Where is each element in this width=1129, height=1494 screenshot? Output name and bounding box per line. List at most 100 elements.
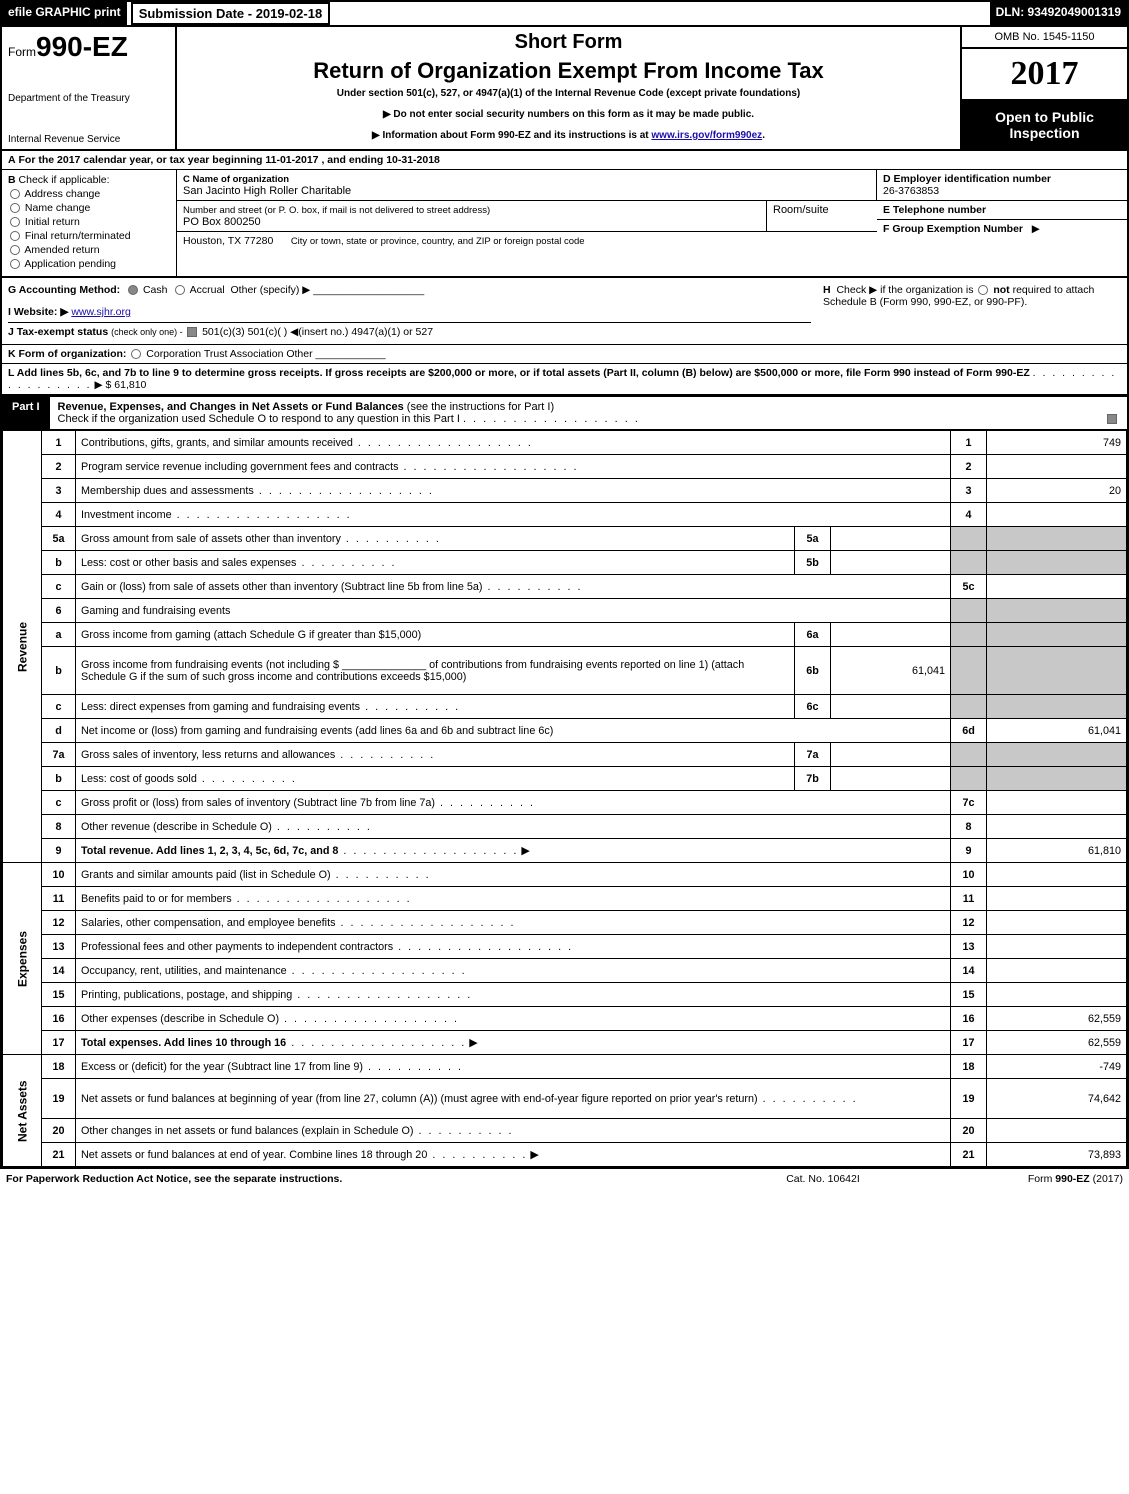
radio-icon[interactable] [131,349,141,359]
omb-number: OMB No. 1545-1150 [962,27,1127,49]
info-post: . [762,130,765,141]
line-desc: Net assets or fund balances at end of ye… [76,1143,951,1167]
j-label: J Tax-exempt status [8,326,108,338]
chk-amended-return[interactable]: Amended return [8,244,170,256]
line-num: c [42,575,76,599]
section-def: D Employer identification number 26-3763… [877,170,1127,276]
line-desc: Program service revenue including govern… [76,455,951,479]
radio-accrual-icon[interactable] [175,285,185,295]
opt-label: Application pending [24,258,116,270]
line-code: 2 [951,455,987,479]
desc-text: Other changes in net assets or fund bala… [81,1125,414,1137]
c-addr-cell: Number and street (or P. O. box, if mail… [177,201,767,231]
g-cash: Cash [143,284,168,296]
line-num: 20 [42,1119,76,1143]
dots [482,581,582,593]
desc-text: Printing, publications, postage, and shi… [81,989,292,1001]
c-name-label: C Name of organization [183,174,289,185]
desc-text: Grants and similar amounts paid (list in… [81,869,331,881]
desc-text: Gross profit or (loss) from sales of inv… [81,797,435,809]
line-desc: Printing, publications, postage, and shi… [76,983,951,1007]
f-arrow: ▶ [1032,223,1040,235]
inner-code: 5a [795,527,831,551]
opt-label: Amended return [24,244,99,256]
dots [254,485,434,497]
chk-application-pending[interactable]: Application pending [8,258,170,270]
line-code: 18 [951,1055,987,1079]
info-link[interactable]: www.irs.gov/form990ez [651,130,762,141]
line-code: 10 [951,863,987,887]
line-num: 7a [42,743,76,767]
chk-final-return[interactable]: Final return/terminated [8,230,170,242]
lines-table: Revenue 1 Contributions, gifts, grants, … [2,430,1127,1167]
dots [393,941,573,953]
desc-text: Gross sales of inventory, less returns a… [81,749,335,761]
line-desc: Less: cost of goods sold [76,767,795,791]
chk-address-change[interactable]: Address change [8,188,170,200]
line-desc: Contributions, gifts, grants, and simila… [76,431,951,455]
website-link[interactable]: www.sjhr.org [71,306,131,318]
line-code: 16 [951,1007,987,1031]
shaded-cell [951,527,987,551]
dots [758,1093,858,1105]
line-amount: 61,810 [987,839,1127,863]
line-num: 1 [42,431,76,455]
shaded-cell [987,623,1127,647]
line-code: 19 [951,1079,987,1119]
line-desc: Less: cost or other basis and sales expe… [76,551,795,575]
ssn-warning: ▶ Do not enter social security numbers o… [185,109,952,120]
line-code: 17 [951,1031,987,1055]
g-label: G Accounting Method: [8,284,120,296]
line-desc: Grants and similar amounts paid (list in… [76,863,951,887]
h-checkbox-icon[interactable] [978,285,988,295]
desc-text: Membership dues and assessments [81,485,254,497]
chk-501c3-icon[interactable] [187,327,197,337]
desc-text: Salaries, other compensation, and employ… [81,917,335,929]
line-num: 14 [42,959,76,983]
form-number: Form990-EZ [8,31,169,63]
radio-cash-icon[interactable] [128,285,138,295]
submission-date: Submission Date - 2019-02-18 [131,2,331,25]
c-name-cell: C Name of organization San Jacinto High … [177,170,877,200]
line-desc: Gross income from gaming (attach Schedul… [76,623,795,647]
line-desc: Other changes in net assets or fund bala… [76,1119,951,1143]
info-pre: ▶ Information about Form 990-EZ and its … [372,130,651,141]
line-amount [987,455,1127,479]
shaded-cell [987,767,1127,791]
dots [427,1149,527,1161]
a-label: A [8,154,16,166]
desc-text: Net assets or fund balances at end of ye… [81,1149,427,1161]
line-desc: Other revenue (describe in Schedule O) [76,815,951,839]
line-amount [987,815,1127,839]
line-amount: 74,642 [987,1079,1127,1119]
line-num: 4 [42,503,76,527]
inner-amount [831,767,951,791]
tax-year: 2017 [962,49,1127,101]
c-name-value: San Jacinto High Roller Charitable [183,185,870,197]
desc-text: Gross amount from sale of assets other t… [81,533,341,545]
line-num: 21 [42,1143,76,1167]
dots [338,845,518,857]
line-num: 13 [42,935,76,959]
checkbox-icon [10,259,20,269]
schedule-o-check-icon[interactable] [1107,414,1117,424]
line-code: 20 [951,1119,987,1143]
a-end: 10-31-2018 [386,154,440,166]
checkbox-icon [10,203,20,213]
line-desc: Less: direct expenses from gaming and fu… [76,695,795,719]
c-city-cell: Houston, TX 77280 City or town, state or… [177,232,877,250]
dots [360,701,460,713]
chk-initial-return[interactable]: Initial return [8,216,170,228]
line-code: 7c [951,791,987,815]
checkbox-icon [10,231,20,241]
c-city-value: Houston, TX 77280 [183,235,273,247]
short-form-label: Short Form [185,31,952,54]
line-num: a [42,623,76,647]
line-amount: 62,559 [987,1007,1127,1031]
line-num: 8 [42,815,76,839]
line-desc: Professional fees and other payments to … [76,935,951,959]
chk-name-change[interactable]: Name change [8,202,170,214]
dots [341,533,441,545]
g-other: Other (specify) ▶ [231,284,311,296]
c-addr-value: PO Box 800250 [183,216,760,228]
